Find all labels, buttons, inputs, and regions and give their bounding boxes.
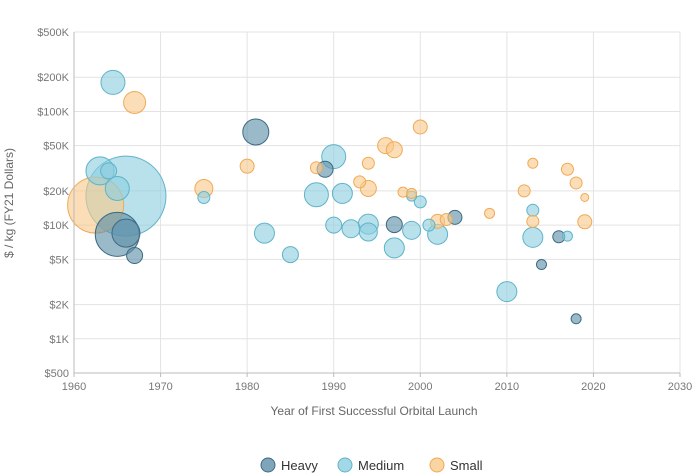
x-tick-label: 2010 — [495, 381, 519, 393]
bubble-medium[interactable] — [496, 281, 518, 303]
x-tick-label: 1980 — [235, 381, 259, 393]
bubble-medium[interactable] — [197, 190, 211, 204]
bubble-heavy[interactable] — [535, 259, 547, 271]
x-tick-label: 1990 — [321, 381, 345, 393]
bubble-medium[interactable] — [253, 222, 275, 244]
x-tick-label: 2020 — [581, 381, 605, 393]
bubble-medium[interactable] — [104, 175, 130, 201]
legend-label-heavy[interactable]: Heavy — [281, 458, 318, 473]
legend: Heavy Medium Small — [260, 457, 483, 473]
bubble-small[interactable] — [361, 156, 375, 170]
bubble-medium[interactable] — [331, 182, 353, 204]
bubble-heavy[interactable] — [242, 118, 270, 146]
bubble-small[interactable] — [517, 184, 531, 198]
bubble-medium[interactable] — [422, 218, 436, 232]
bubble-small[interactable] — [309, 161, 323, 175]
plot-area — [67, 69, 593, 325]
bubble-small[interactable] — [412, 119, 428, 135]
bubble-small[interactable] — [353, 175, 367, 189]
legend-swatch-medium — [337, 457, 353, 473]
y-tick-label: $500K — [37, 27, 69, 39]
x-axis-title: Year of First Successful Orbital Launch — [271, 404, 478, 418]
y-tick-label: $1K — [49, 334, 69, 346]
y-tick-label: $5K — [49, 254, 69, 266]
bubble-small[interactable] — [580, 192, 590, 202]
x-tick-label: 2000 — [408, 381, 432, 393]
bubble-heavy[interactable] — [385, 216, 403, 234]
bubble-small[interactable] — [560, 162, 574, 176]
legend-label-small[interactable]: Small — [450, 458, 483, 473]
bubble-small[interactable] — [385, 141, 403, 159]
legend-label-medium[interactable]: Medium — [358, 458, 404, 473]
bubble-heavy[interactable] — [570, 313, 582, 325]
bubble-medium[interactable] — [413, 195, 427, 209]
bubble-medium[interactable] — [100, 162, 118, 180]
x-tick-label: 1970 — [148, 381, 172, 393]
legend-swatch-heavy — [260, 457, 276, 473]
x-tick-label: 2030 — [668, 381, 692, 393]
y-axis-title: $ / kg (FY21 Dollars) — [2, 148, 16, 258]
bubble-medium[interactable] — [303, 182, 329, 208]
bubble-medium[interactable] — [383, 237, 405, 259]
bubble-medium[interactable] — [561, 230, 573, 242]
y-tick-label: $50K — [43, 141, 69, 153]
bubble-small[interactable] — [526, 214, 540, 228]
bubble-medium[interactable] — [100, 69, 126, 95]
y-tick-label: $20K — [43, 186, 69, 198]
bubble-medium[interactable] — [526, 203, 540, 217]
bubble-heavy[interactable] — [126, 247, 144, 265]
bubble-small[interactable] — [577, 214, 593, 230]
y-tick-label: $100K — [37, 106, 69, 118]
bubble-small[interactable] — [569, 176, 583, 190]
bubble-heavy[interactable] — [111, 218, 141, 248]
bubble-small[interactable] — [484, 207, 496, 219]
bubble-medium[interactable] — [358, 222, 378, 242]
axes: $500 $1K $2K $5K $10K $20K $50K $100K $200K $500K… — [37, 27, 692, 393]
y-tick-label: $2K — [49, 300, 69, 312]
bubble-small[interactable] — [239, 158, 255, 174]
bubble-small[interactable] — [527, 157, 539, 169]
bubble-medium[interactable] — [522, 226, 544, 248]
bubble-small[interactable] — [406, 187, 418, 199]
bubble-medium[interactable] — [325, 216, 343, 234]
bubble-medium[interactable] — [402, 220, 422, 240]
bubble-small[interactable] — [439, 213, 453, 227]
y-tick-label: $10K — [43, 220, 69, 232]
bubble-medium[interactable] — [281, 246, 299, 264]
y-tick-label: $500 — [45, 368, 69, 380]
y-tick-label: $200K — [37, 72, 69, 84]
legend-swatch-small — [429, 457, 445, 473]
x-tick-label: 1960 — [62, 381, 86, 393]
bubble-small[interactable] — [123, 90, 147, 114]
bubble-medium[interactable] — [341, 219, 361, 239]
